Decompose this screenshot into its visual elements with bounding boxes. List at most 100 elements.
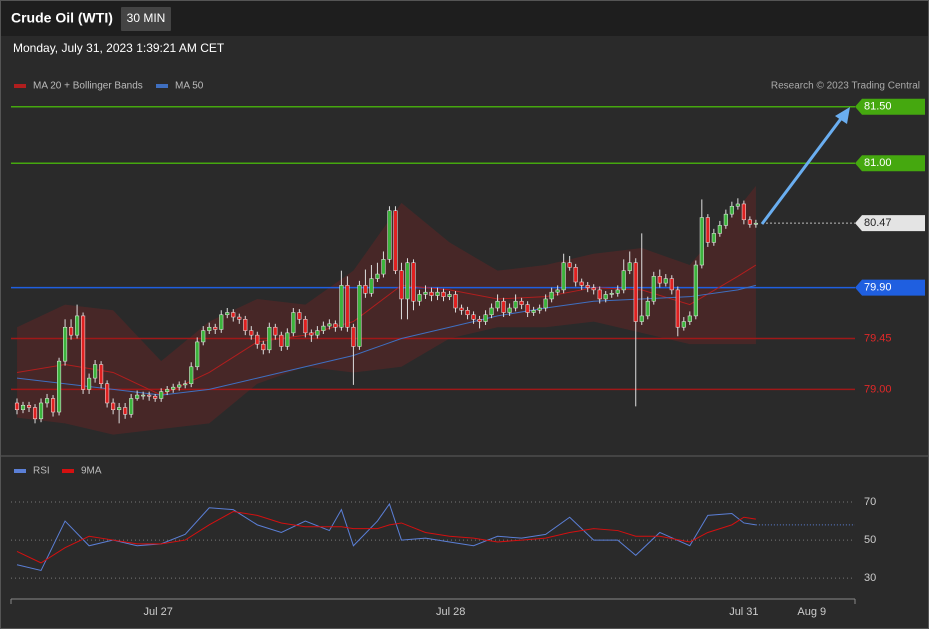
candle-body <box>123 407 128 415</box>
candle-body <box>669 278 674 291</box>
candle-body <box>32 407 38 420</box>
candle-body <box>507 307 512 313</box>
candle-body <box>537 307 542 311</box>
candle-body <box>363 285 368 294</box>
candle-body <box>135 394 140 399</box>
candle-body <box>333 323 338 328</box>
candle-body <box>495 300 500 309</box>
candle-body <box>489 307 494 316</box>
candle-body <box>519 300 524 305</box>
candle-body <box>339 285 344 328</box>
candle-body <box>531 310 536 313</box>
candle-body <box>225 312 230 316</box>
candle-body <box>213 326 218 330</box>
interval-button[interactable] <box>121 7 171 31</box>
candle-body <box>723 213 728 226</box>
candle-body <box>645 300 650 317</box>
candle-body <box>327 323 332 327</box>
candle-body <box>717 225 722 234</box>
price-panel: 81.50 81.00 80.47 79.90 79.45 79.00 MA 20 + Bo… <box>11 81 925 435</box>
candle-body <box>747 219 752 225</box>
candle-body <box>315 330 320 336</box>
candle-body <box>14 402 20 411</box>
candle-body <box>627 262 632 271</box>
candle-body <box>129 398 134 415</box>
candle-body <box>651 276 656 302</box>
candle-body <box>549 291 554 300</box>
candle-body <box>393 210 398 271</box>
candle-body <box>183 383 188 386</box>
level-tag <box>855 215 925 232</box>
indicator-line <box>16 511 756 564</box>
candle-body <box>693 264 698 317</box>
candle-body <box>57 360 62 413</box>
candle-body <box>477 319 482 322</box>
candle-body <box>423 291 428 295</box>
candle-body <box>729 205 734 215</box>
legend-label: MA 50 <box>175 81 204 92</box>
candle-body <box>243 319 248 331</box>
chart-title: Crude Oil (WTI) <box>11 10 113 26</box>
candle-body <box>465 310 470 316</box>
x-tick-label: Jul 28 <box>436 606 465 618</box>
level-label: 81.00 <box>864 157 892 169</box>
candle-body <box>165 389 170 392</box>
candle-body <box>441 291 446 297</box>
x-tick-label: Aug 9 <box>797 606 826 618</box>
candle-body <box>261 343 266 351</box>
level-label: 79.45 <box>864 332 892 344</box>
candle-body <box>657 276 662 284</box>
forecast-arrow <box>760 115 845 225</box>
candle-body <box>705 217 710 243</box>
candle-body <box>585 285 590 288</box>
candle-body <box>405 262 410 300</box>
candle-body <box>171 386 176 390</box>
candle-body <box>675 289 680 328</box>
candle-body <box>141 394 146 397</box>
candle-body <box>453 294 458 309</box>
level-label: 79.00 <box>864 383 892 395</box>
candle-body <box>38 402 44 420</box>
candle-body <box>753 222 758 225</box>
arrow-head <box>835 107 850 124</box>
candle-body <box>291 312 296 334</box>
level-tag <box>855 155 925 172</box>
candle-body <box>609 293 614 295</box>
candle-body <box>561 262 566 291</box>
level-label: 79.90 <box>864 282 892 294</box>
candle-body <box>501 300 506 313</box>
level-tag <box>855 98 925 115</box>
legend-label: RSI <box>33 466 50 477</box>
candle-body <box>471 314 476 320</box>
candle-body <box>309 332 314 336</box>
candle-body <box>483 314 488 322</box>
indicator-line <box>16 502 756 572</box>
candle-body <box>711 233 716 243</box>
interval-label[interactable]: 30 MIN <box>127 11 166 25</box>
candle-body <box>741 203 746 221</box>
candle-body <box>381 259 386 275</box>
candle-body <box>633 262 638 322</box>
candle-body <box>279 334 284 347</box>
candle-body <box>26 404 32 408</box>
timestamp: Monday, July 31, 2023 1:39:21 AM CET <box>13 41 225 55</box>
candle-body <box>99 364 104 385</box>
level-tag <box>855 279 925 296</box>
candle-body <box>417 294 422 302</box>
candle-body <box>615 289 620 294</box>
candle-body <box>159 391 164 399</box>
candle-body <box>447 294 452 297</box>
level-label: 80.47 <box>864 217 892 229</box>
candle-body <box>687 315 692 322</box>
candle-body <box>735 203 740 207</box>
candle-body <box>573 267 578 283</box>
legend-swatch <box>62 469 74 473</box>
candle-body <box>345 285 350 328</box>
candle-body <box>63 326 68 362</box>
legend-swatch <box>14 469 26 473</box>
candle-body <box>357 285 362 347</box>
candle-body <box>81 315 86 390</box>
candle-body <box>321 325 326 331</box>
